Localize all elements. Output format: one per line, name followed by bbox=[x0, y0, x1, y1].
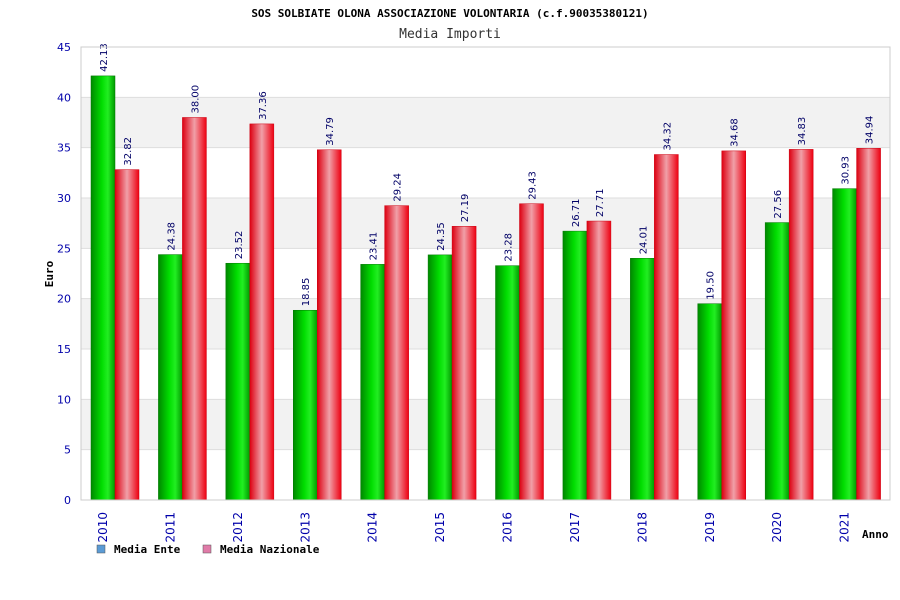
bar-media-nazionale bbox=[249, 123, 275, 501]
data-label: 24.01 bbox=[638, 226, 649, 255]
grid-band bbox=[81, 449, 890, 500]
x-axis-title: Anno bbox=[862, 528, 889, 541]
data-labels: 42.13 32.82 24.38 38.00 23.52 37.36 18.85 34.79… bbox=[99, 43, 876, 306]
grid-band bbox=[81, 198, 890, 249]
bar-media-nazionale bbox=[654, 154, 679, 501]
legend-swatch-ente bbox=[96, 544, 106, 554]
chart-subtitle: Media Importi bbox=[399, 27, 501, 42]
bar-media-ente bbox=[225, 262, 251, 501]
data-label: 27.19 bbox=[460, 194, 471, 223]
data-label: 34.94 bbox=[865, 116, 876, 145]
grid-bands bbox=[81, 47, 890, 500]
bar-media-nazionale bbox=[384, 205, 409, 501]
bar-media-nazionale bbox=[721, 150, 746, 501]
plot-border bbox=[80, 46, 891, 501]
data-label: 23.41 bbox=[369, 232, 380, 261]
x-tick-label: 2016 bbox=[501, 512, 515, 543]
bar-media-nazionale bbox=[451, 226, 477, 501]
chart-title: SOS SOLBIATE OLONA ASSOCIAZIONE VOLONTAR… bbox=[251, 7, 648, 20]
y-tick-label: 10 bbox=[57, 393, 71, 406]
data-label: 27.71 bbox=[595, 188, 606, 217]
data-label: 38.00 bbox=[190, 85, 201, 114]
data-label: 32.82 bbox=[123, 137, 134, 166]
x-tick-label: 2013 bbox=[298, 512, 312, 543]
grid-band bbox=[81, 147, 890, 198]
legend-swatch-nazionale bbox=[202, 544, 212, 554]
data-label: 23.52 bbox=[234, 231, 245, 260]
data-label: 29.43 bbox=[528, 171, 539, 200]
x-tick-label: 2020 bbox=[770, 512, 784, 543]
bar-media-ente bbox=[158, 254, 183, 501]
grid-band bbox=[81, 349, 890, 400]
legend-label-ente: Media Ente bbox=[114, 543, 181, 556]
bars bbox=[90, 75, 881, 501]
data-label: 42.13 bbox=[99, 43, 110, 72]
data-label: 18.85 bbox=[301, 278, 312, 307]
grid-band bbox=[81, 399, 890, 450]
data-label: 34.83 bbox=[797, 117, 808, 146]
y-tick-label: 40 bbox=[57, 91, 71, 104]
y-tick-label: 15 bbox=[57, 343, 71, 356]
x-tick-label: 2012 bbox=[231, 512, 245, 543]
y-tick-label: 25 bbox=[57, 242, 71, 255]
x-tick-label: 2021 bbox=[838, 512, 852, 543]
grid-band bbox=[81, 47, 890, 98]
y-tick-label: 0 bbox=[64, 494, 71, 507]
data-label: 26.71 bbox=[571, 198, 582, 227]
bar-media-ente bbox=[630, 258, 655, 501]
bar-media-nazionale bbox=[519, 203, 544, 501]
legend: Media Ente Media Nazionale bbox=[96, 543, 320, 556]
bar-media-ente bbox=[697, 303, 722, 501]
x-tick-label: 2014 bbox=[366, 512, 380, 543]
data-label: 34.79 bbox=[325, 117, 336, 146]
y-axis-ticks: 0 5 10 15 20 25 30 35 40 45 bbox=[57, 41, 71, 507]
bar-media-nazionale bbox=[114, 169, 140, 501]
data-label: 30.93 bbox=[841, 156, 852, 185]
bar-media-ente bbox=[495, 265, 520, 501]
data-label: 34.32 bbox=[662, 122, 673, 151]
bar-media-nazionale bbox=[317, 149, 342, 501]
bar-media-ente bbox=[562, 230, 588, 501]
x-tick-label: 2019 bbox=[703, 512, 717, 543]
x-tick-label: 2010 bbox=[96, 512, 110, 543]
bar-media-ente bbox=[832, 188, 857, 501]
bar-media-ente bbox=[360, 264, 385, 501]
bar-media-ente bbox=[293, 309, 318, 501]
x-axis-ticks: 2010 2011 2012 2013 2014 2015 2016 2017 2018 2019… bbox=[96, 512, 852, 543]
data-label: 27.56 bbox=[773, 190, 784, 219]
bar-media-ente bbox=[764, 222, 790, 501]
data-label: 24.38 bbox=[166, 222, 177, 251]
data-label: 34.68 bbox=[730, 118, 741, 147]
y-tick-label: 20 bbox=[57, 293, 71, 306]
bar-media-nazionale bbox=[182, 117, 207, 501]
data-label: 29.24 bbox=[393, 173, 404, 202]
x-tick-label: 2015 bbox=[433, 512, 447, 543]
bar-media-nazionale bbox=[856, 148, 881, 501]
bar-media-nazionale bbox=[586, 220, 612, 501]
x-tick-label: 2011 bbox=[163, 512, 177, 543]
bar-media-ente bbox=[427, 254, 453, 501]
y-tick-label: 35 bbox=[57, 142, 71, 155]
y-axis-title: Euro bbox=[43, 260, 56, 287]
y-tick-label: 30 bbox=[57, 192, 71, 205]
data-label: 24.35 bbox=[436, 222, 447, 251]
grid-band bbox=[81, 97, 890, 148]
grid-band bbox=[81, 298, 890, 349]
y-tick-label: 45 bbox=[57, 41, 71, 54]
data-label: 19.50 bbox=[706, 271, 717, 300]
x-tick-label: 2018 bbox=[635, 512, 649, 543]
y-tick-label: 5 bbox=[64, 444, 71, 457]
legend-label-nazionale: Media Nazionale bbox=[220, 543, 320, 556]
bar-media-nazionale bbox=[788, 149, 814, 501]
x-tick-label: 2017 bbox=[568, 512, 582, 543]
data-label: 23.28 bbox=[504, 233, 515, 262]
bar-media-ente bbox=[90, 75, 116, 501]
data-label: 37.36 bbox=[258, 91, 269, 120]
grid-band bbox=[81, 248, 890, 299]
